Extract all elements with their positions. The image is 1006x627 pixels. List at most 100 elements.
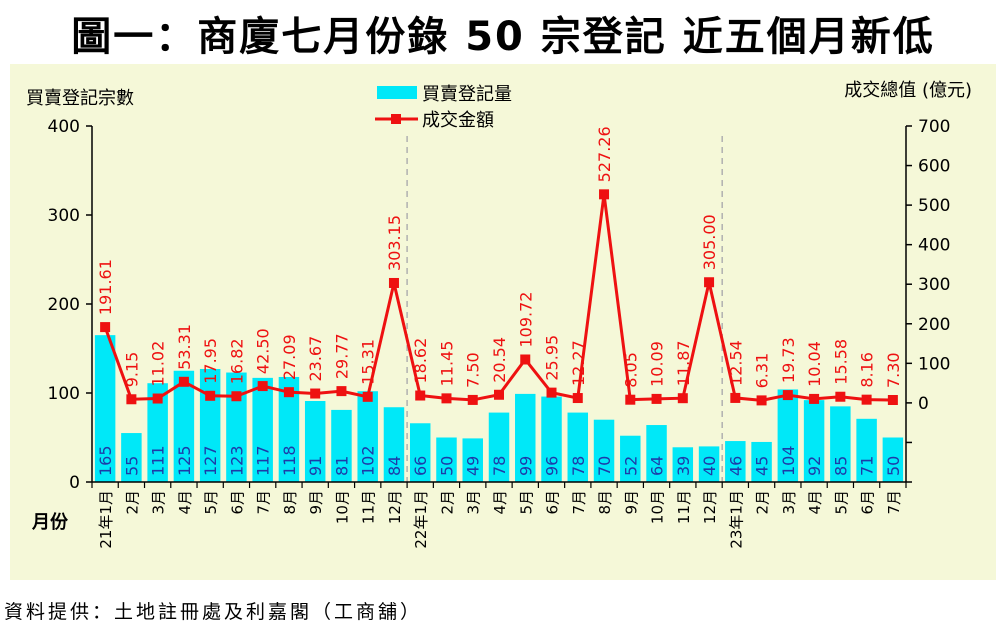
bar-value-label: 91: [306, 456, 325, 476]
right-axis-title: 成交總值 (億元): [844, 80, 972, 101]
line-value-label: 19.73: [779, 337, 798, 383]
bar: [856, 418, 877, 482]
line-point-marker: [520, 354, 531, 365]
line-value-label: 191.61: [96, 259, 115, 315]
line-point-marker: [467, 394, 478, 405]
bar: [830, 406, 851, 482]
bar: [488, 412, 510, 482]
x-tick-label: 7月: [570, 490, 588, 515]
line-value-label: 8.05: [621, 352, 640, 388]
left-tick-label: 300: [48, 206, 80, 226]
bar-value-label: 125: [175, 445, 194, 476]
bar: [409, 423, 431, 482]
right-tick-label: 200: [918, 315, 950, 335]
line-value-label: 11.02: [149, 341, 168, 387]
line-value-label: 53.31: [175, 324, 194, 370]
line-point-marker: [782, 390, 793, 401]
line-point-marker: [362, 391, 373, 402]
bar: [147, 383, 168, 482]
x-tick-label: 7月: [255, 490, 273, 515]
x-tick-label: 11月: [360, 490, 378, 524]
x-tick-label: 5月: [832, 490, 850, 515]
bar: [751, 441, 772, 482]
bar: [357, 391, 378, 482]
x-tick-label: 2月: [123, 490, 141, 515]
bar-value-label: 66: [411, 456, 430, 476]
bar-value-label: 111: [149, 445, 168, 476]
bar: [541, 396, 562, 482]
right-tick-label: 400: [918, 236, 950, 256]
line-point-marker: [388, 277, 399, 288]
bar: [173, 370, 195, 482]
line-value-label: 23.67: [306, 336, 325, 382]
bar: [672, 447, 694, 482]
line-point-marker: [677, 393, 688, 404]
line-value-label: 11.87: [674, 340, 693, 386]
line-point-marker: [625, 394, 636, 405]
line-value-label: 16.82: [227, 338, 246, 384]
line-value-label: 305.00: [700, 214, 719, 270]
bar: [698, 446, 720, 482]
right-tick-label: 600: [918, 157, 950, 177]
bar-value-label: 70: [595, 456, 614, 476]
bar-value-label: 127: [201, 445, 220, 476]
line-point-marker: [756, 395, 767, 406]
bar-value-label: 165: [96, 445, 115, 476]
bar-value-label: 92: [805, 456, 824, 476]
legend-line-label: 成交金額: [422, 110, 494, 131]
line-value-label: 15.58: [831, 339, 850, 385]
x-tick-label: 7月: [885, 490, 903, 515]
legend-line-marker: [391, 114, 401, 124]
x-tick-label: 10月: [649, 490, 667, 524]
line-value-label: 17.95: [201, 338, 220, 384]
bar-value-label: 118: [280, 445, 299, 476]
line-point-marker: [835, 391, 846, 402]
x-tick-label: 8月: [596, 490, 614, 515]
line-point-marker: [651, 393, 662, 404]
x-tick-label: 23年1月: [727, 490, 745, 549]
line-value-label: 11.45: [437, 341, 456, 387]
bar: [121, 433, 142, 482]
x-tick-label: 5月: [517, 490, 535, 515]
line-point-marker: [704, 277, 715, 288]
line-point-marker: [441, 393, 452, 404]
left-tick-label: 400: [48, 117, 80, 137]
x-tick-label: 9月: [307, 490, 325, 515]
line-value-label: 527.26: [595, 126, 614, 182]
bar-value-label: 84: [385, 456, 404, 476]
bar: [777, 389, 799, 482]
bar: [882, 437, 904, 482]
line-point-marker: [494, 389, 504, 400]
x-tick-label: 9月: [622, 490, 640, 515]
line-value-label: 25.95: [543, 335, 562, 381]
line-point-marker: [572, 393, 583, 404]
line-point-marker: [415, 390, 426, 401]
x-tick-label: 2月: [754, 490, 772, 515]
left-axis-title: 買賣登記宗數: [26, 88, 134, 109]
bar-value-label: 50: [437, 456, 456, 476]
x-tick-label: 21年1月: [97, 490, 115, 549]
line-point-marker: [100, 322, 111, 333]
bar-value-label: 117: [254, 445, 273, 476]
bar-value-label: 39: [674, 456, 693, 476]
bar: [383, 407, 405, 482]
line-point-marker: [730, 392, 741, 403]
line-value-label: 109.72: [516, 292, 535, 348]
x-tick-label: 2月: [438, 490, 456, 515]
line-point-marker: [178, 376, 189, 387]
x-tick-label: 6月: [228, 490, 246, 515]
bar: [462, 438, 483, 482]
bar-value-label: 71: [858, 456, 877, 476]
line-point-marker: [310, 388, 321, 399]
bar: [567, 412, 589, 482]
bar-value-label: 50: [884, 456, 903, 476]
line-value-label: 20.54: [490, 337, 509, 383]
right-tick-label: 500: [918, 196, 950, 216]
bar: [725, 441, 746, 482]
x-axis-title: 月份: [31, 511, 69, 533]
right-tick-label: 700: [918, 117, 950, 137]
line-point-marker: [231, 391, 242, 402]
line-point-marker: [861, 394, 872, 405]
bar-value-label: 123: [227, 445, 246, 476]
line-value-label: 8.16: [858, 352, 877, 388]
